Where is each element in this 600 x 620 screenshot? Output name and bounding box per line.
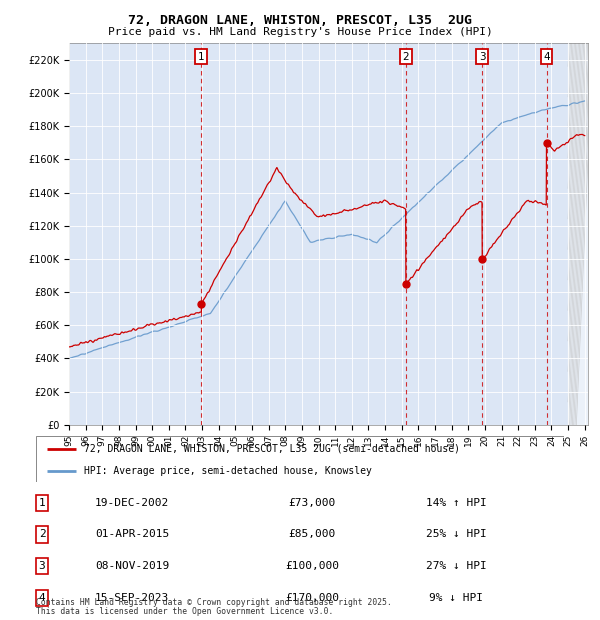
- Text: 25% ↓ HPI: 25% ↓ HPI: [425, 529, 487, 539]
- Text: 15-SEP-2023: 15-SEP-2023: [95, 593, 169, 603]
- Text: 2: 2: [38, 529, 46, 539]
- Text: This data is licensed under the Open Government Licence v3.0.: This data is licensed under the Open Gov…: [36, 608, 334, 616]
- Text: £73,000: £73,000: [289, 498, 335, 508]
- Text: 08-NOV-2019: 08-NOV-2019: [95, 561, 169, 571]
- Text: £100,000: £100,000: [285, 561, 339, 571]
- Text: 4: 4: [543, 51, 550, 61]
- Text: 9% ↓ HPI: 9% ↓ HPI: [429, 593, 483, 603]
- Text: HPI: Average price, semi-detached house, Knowsley: HPI: Average price, semi-detached house,…: [83, 466, 371, 476]
- Text: 1: 1: [38, 498, 46, 508]
- Text: Contains HM Land Registry data © Crown copyright and database right 2025.: Contains HM Land Registry data © Crown c…: [36, 598, 392, 607]
- Text: 27% ↓ HPI: 27% ↓ HPI: [425, 561, 487, 571]
- Text: £85,000: £85,000: [289, 529, 335, 539]
- Text: 01-APR-2015: 01-APR-2015: [95, 529, 169, 539]
- Text: 14% ↑ HPI: 14% ↑ HPI: [425, 498, 487, 508]
- Text: 19-DEC-2002: 19-DEC-2002: [95, 498, 169, 508]
- Text: 3: 3: [479, 51, 485, 61]
- Text: Price paid vs. HM Land Registry's House Price Index (HPI): Price paid vs. HM Land Registry's House …: [107, 27, 493, 37]
- Text: £170,000: £170,000: [285, 593, 339, 603]
- Text: 2: 2: [403, 51, 409, 61]
- Text: 1: 1: [198, 51, 205, 61]
- Text: 3: 3: [38, 561, 46, 571]
- Text: 4: 4: [38, 593, 46, 603]
- Text: 72, DRAGON LANE, WHISTON, PRESCOT, L35  2UG: 72, DRAGON LANE, WHISTON, PRESCOT, L35 2…: [128, 14, 472, 27]
- Text: 72, DRAGON LANE, WHISTON, PRESCOT, L35 2UG (semi-detached house): 72, DRAGON LANE, WHISTON, PRESCOT, L35 2…: [83, 444, 460, 454]
